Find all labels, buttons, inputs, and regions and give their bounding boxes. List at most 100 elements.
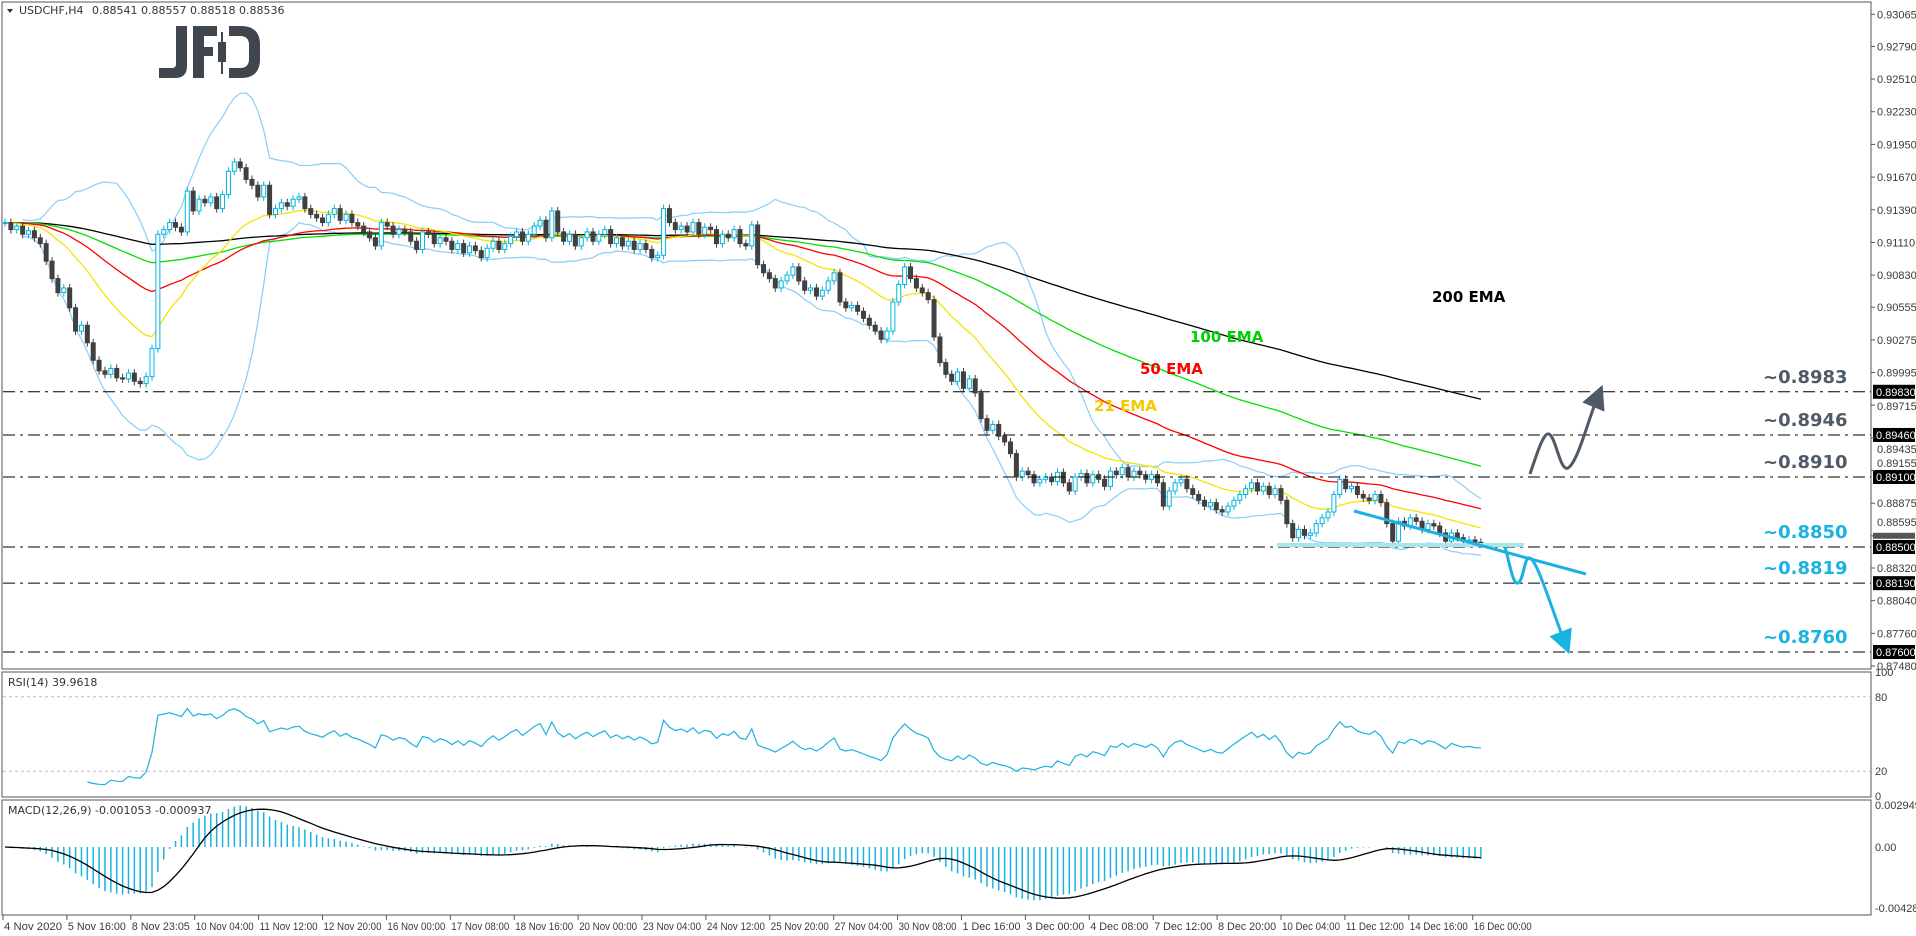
candle-body: [43, 243, 49, 262]
bollinger-lower-band: [22, 222, 1481, 556]
bullish-candle: [225, 167, 231, 199]
bearish-candle: [302, 192, 308, 213]
bearish-candle: [472, 241, 478, 255]
rsi-tick-label: 0: [1875, 791, 1881, 803]
bearish-candle: [978, 388, 984, 423]
bearish-candle: [8, 218, 14, 234]
bullish-candle: [955, 367, 961, 386]
candle-body: [1154, 474, 1160, 484]
bearish-candle: [772, 274, 778, 292]
bullish-candle: [531, 222, 537, 239]
candle-body: [1313, 523, 1319, 534]
bullish-candle: [208, 192, 214, 207]
candle-body: [1178, 478, 1184, 484]
candle-body: [343, 213, 349, 221]
candle-body: [1066, 482, 1072, 492]
candle-body: [96, 359, 102, 372]
bearish-candle: [402, 225, 408, 236]
candle-body: [1037, 478, 1043, 484]
candle-body: [1260, 485, 1266, 492]
bullish-candle: [778, 276, 784, 292]
candle-body: [184, 190, 190, 233]
candle-body: [772, 278, 778, 289]
time-tick-label: 24 Nov 12:00: [707, 921, 765, 933]
candle-body: [202, 198, 208, 204]
bearish-candle: [519, 227, 525, 246]
bullish-scenario-arrow: [1528, 384, 1605, 475]
level-price-tag-text: 0.89460: [1876, 430, 1916, 442]
candle-body: [1131, 470, 1137, 478]
candle-body: [3, 222, 8, 225]
bullish-candle: [1249, 478, 1255, 493]
candle-body: [931, 299, 937, 338]
candle-body: [1319, 517, 1325, 525]
bearish-candle: [314, 210, 320, 222]
candle-body: [26, 230, 32, 235]
bearish-candle: [173, 218, 179, 232]
candle-body: [843, 301, 849, 309]
bullish-candle: [3, 218, 8, 227]
price-tick-label: 0.88875: [1877, 498, 1916, 510]
candle-body: [1078, 472, 1084, 478]
bearish-candle: [813, 283, 819, 301]
candle-body: [1301, 528, 1307, 536]
candle-body: [419, 231, 425, 250]
macd-pane[interactable]: [1, 799, 1872, 916]
bearish-candle: [1031, 470, 1037, 487]
bearish-candle: [178, 223, 184, 236]
bearish-candle: [43, 239, 49, 266]
candle-body: [1119, 467, 1125, 476]
candle-body: [296, 196, 302, 200]
candle-body: [913, 278, 919, 289]
candle-body: [1278, 488, 1284, 501]
candle-body: [361, 225, 367, 233]
bullish-candle: [678, 222, 684, 234]
candle-body: [578, 237, 584, 247]
bullish-candle: [1090, 470, 1096, 487]
candle-body: [666, 208, 672, 224]
candle-body: [443, 237, 449, 242]
bearish-candle: [1154, 470, 1160, 487]
bullish-candle: [437, 233, 443, 248]
bearish-candle: [349, 210, 355, 227]
candle-body: [1331, 493, 1337, 513]
price-tick-label: 0.90275: [1877, 335, 1916, 347]
candle-body: [866, 317, 872, 326]
descending-trendline[interactable]: [1353, 509, 1587, 576]
bearish-candle: [372, 233, 378, 250]
candle-body: [125, 372, 131, 380]
bearish-candle: [572, 230, 578, 250]
candle-body: [1396, 520, 1402, 542]
candle-body: [713, 229, 719, 245]
candle-body: [90, 342, 96, 361]
bullish-candle: [161, 225, 167, 239]
bearish-candle: [802, 276, 808, 295]
bearish-candle: [755, 220, 761, 269]
candle-body: [802, 280, 808, 291]
collapse-triangle-icon[interactable]: [7, 9, 13, 13]
price-tick-label: 0.90555: [1877, 302, 1916, 314]
candle-body: [325, 213, 331, 224]
time-tick-label: 11 Dec 12:00: [1346, 921, 1404, 933]
rsi-tick-label: 20: [1875, 766, 1887, 778]
bearish-candle: [919, 283, 925, 297]
bearish-candle: [766, 268, 772, 283]
level-price-tag: [1873, 427, 1915, 442]
bearish-candle: [666, 204, 672, 227]
candle-body: [755, 224, 761, 266]
candle-body: [1307, 532, 1313, 536]
time-tick-label: 5 Nov 16:00: [68, 921, 126, 933]
candle-body: [719, 233, 725, 245]
candle-body: [225, 170, 231, 196]
bullish-candle: [537, 216, 543, 231]
candle-body: [384, 222, 390, 227]
rsi-pane[interactable]: [1, 671, 1872, 798]
candle-body: [584, 231, 590, 239]
bearish-candle: [255, 181, 261, 201]
candle-body: [37, 237, 43, 245]
level-label: ~0.8850: [1763, 522, 1848, 543]
bearish-candle: [190, 187, 196, 215]
bearish-candle: [1084, 469, 1090, 487]
rsi-line: [87, 707, 1481, 786]
bullish-candle: [1313, 519, 1319, 537]
